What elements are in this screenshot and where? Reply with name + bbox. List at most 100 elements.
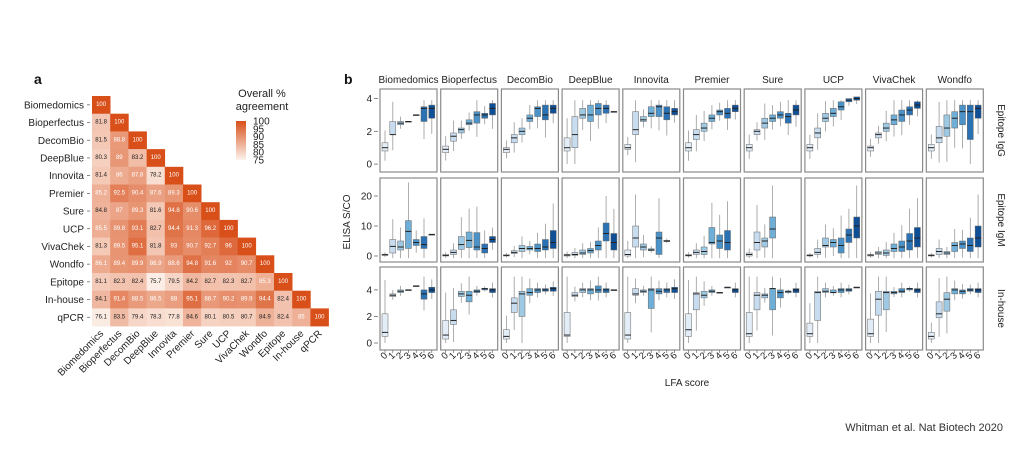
facet-strip-label: Bioperfectus (441, 75, 497, 86)
row-label: In-house (45, 295, 84, 306)
box (974, 288, 982, 293)
row-label: UCP (63, 224, 84, 235)
facet-panel (561, 266, 620, 351)
legend-tick-label: 85 (253, 140, 265, 151)
box (822, 237, 829, 248)
box (875, 290, 882, 316)
cell-value: 100 (205, 208, 216, 214)
heatmap-cell (146, 255, 166, 274)
cell-value: 89.9 (132, 261, 144, 267)
facet-strip-label: Premier (694, 75, 730, 86)
box (518, 290, 526, 317)
heatmap-cell (110, 184, 129, 203)
row-strip-label: Epitope IgM (995, 193, 1006, 246)
box (465, 290, 473, 303)
cell-value: 82.4 (277, 314, 289, 320)
heatmap-cell (237, 308, 257, 327)
heatmap-cell (219, 273, 238, 291)
box (632, 225, 639, 248)
x-tick-label: 0 (803, 350, 815, 362)
box (420, 289, 428, 300)
x-tick-label: 5 (660, 350, 672, 362)
x-tick-label: 2 (940, 350, 952, 362)
heatmap-cell (310, 308, 329, 327)
heatmap-cell (219, 255, 238, 274)
cell-value: 81.8 (95, 120, 107, 126)
heatmap-cell (110, 131, 129, 150)
heatmap-cell (146, 308, 166, 327)
facet-strip-label: Innovita (634, 75, 669, 86)
cell-value: 82.7 (241, 279, 253, 285)
panel-label-a: a (34, 71, 42, 87)
heatmap-cell (92, 237, 111, 256)
box (951, 111, 958, 129)
x-tick-label: 6 (790, 350, 802, 362)
cell-value: 100 (223, 226, 234, 232)
x-tick-label: 1 (386, 350, 398, 362)
facet-panel (379, 88, 438, 173)
x-tick-label: 2 (698, 350, 710, 362)
heatmap-cell (92, 96, 111, 114)
cell-value: 89.3 (168, 190, 180, 196)
facet-panel (743, 88, 802, 173)
heatmap-cell (110, 113, 129, 132)
box (563, 137, 571, 152)
heatmap-cell (201, 290, 220, 309)
facet-strip-label: Sure (762, 75, 784, 86)
x-tick-label: 6 (486, 350, 498, 362)
heatmap-cell (92, 202, 111, 221)
x-tick-label: 5 (782, 350, 794, 362)
x-tick-label: 2 (758, 350, 770, 362)
heatmap-cell (110, 237, 129, 256)
cell-value: 87.6 (150, 190, 162, 196)
x-tick-label: 2 (880, 350, 892, 362)
box (935, 301, 943, 319)
box (967, 104, 974, 140)
heatmap-cell (292, 308, 311, 327)
cell-value: 100 (187, 190, 198, 196)
box (928, 332, 935, 340)
box (830, 108, 837, 117)
cell-value: 100 (314, 314, 325, 320)
cell-value: 84.6 (186, 314, 198, 320)
heatmap-cell (146, 290, 166, 309)
box (647, 288, 655, 309)
cell-value: 82.7 (204, 279, 216, 285)
x-tick-label: 0 (682, 350, 694, 362)
heatmap-cell (164, 273, 184, 291)
y-tick-label: 2 (366, 312, 372, 323)
x-tick-label: 0 (500, 350, 512, 362)
box (837, 101, 845, 111)
heatmap-cell (201, 308, 220, 327)
x-tick-label: 6 (607, 350, 619, 362)
y-tick-label: 4 (366, 94, 372, 105)
cell-value: 92.7 (204, 243, 216, 249)
heatmap-cell (219, 308, 238, 327)
box (700, 246, 708, 255)
heatmap-cell (146, 237, 166, 256)
credit-text: Whitman et al. Nat Biotech 2020 (845, 422, 1003, 434)
box (549, 104, 557, 114)
heatmap-cell (92, 308, 111, 327)
cell-value: 87 (116, 208, 123, 214)
heatmap-cell (128, 184, 147, 203)
heatmap-cell (110, 308, 129, 327)
cell-value: 86.1 (95, 261, 107, 267)
x-tick-label: 6 (425, 350, 437, 362)
box (845, 228, 853, 243)
legend-tick-label: 90 (253, 132, 265, 143)
box (450, 309, 457, 325)
x-tick-label: 0 (561, 350, 573, 362)
cell-value: 75.7 (150, 279, 162, 285)
box (624, 249, 632, 257)
cell-value: 88 (171, 297, 178, 303)
row-label: Premier (49, 189, 85, 200)
cell-value: 84.8 (95, 208, 107, 214)
y-tick-label: 0 (366, 160, 372, 171)
box (602, 104, 610, 114)
cell-value: 100 (132, 137, 143, 143)
box (640, 116, 647, 122)
cell-value: 82.7 (150, 226, 162, 232)
legend-title-line2: agreement (236, 101, 289, 113)
